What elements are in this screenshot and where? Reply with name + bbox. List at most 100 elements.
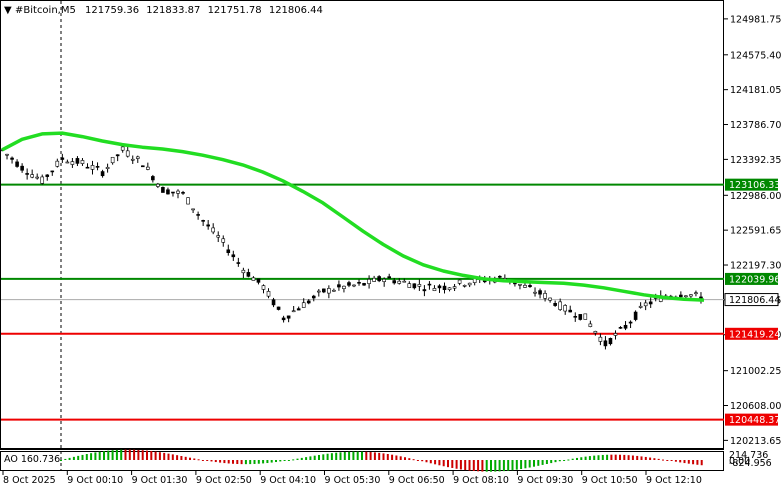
ao-histogram-bar [623, 454, 626, 460]
price-tick-label: 120213.65 [730, 436, 781, 447]
ao-histogram-bar [576, 457, 578, 460]
ao-histogram-bar [361, 451, 363, 460]
ao-histogram-bar [236, 460, 239, 464]
price-tick-label: 123392.35 [730, 155, 781, 166]
main-chart-frame[interactable] [0, 0, 724, 449]
candle-body [518, 283, 522, 286]
ao-histogram-bar [240, 460, 243, 465]
candle-body [573, 316, 578, 318]
ao-histogram-bar [141, 450, 144, 460]
candle-body [201, 220, 205, 222]
ohlc-high: 121833.87 [146, 5, 200, 16]
candle-body [276, 306, 281, 310]
ao-histogram-bar [296, 458, 299, 460]
ao-histogram-bar [219, 460, 222, 463]
candle-body [186, 197, 190, 205]
time-tick-label: 9 Oct 06:50 [389, 475, 445, 486]
ao-histogram-bar [412, 459, 415, 461]
ao-histogram-bar [666, 460, 669, 461]
candle-body [437, 285, 442, 289]
ao-histogram-bar [404, 457, 406, 460]
ohlc-open: 121759.36 [85, 5, 139, 16]
candle-body [306, 300, 311, 304]
price-tick-label: 124575.40 [730, 50, 781, 61]
candle-body [402, 280, 407, 283]
ao-histogram-bar [64, 458, 67, 460]
candle-body [246, 272, 251, 277]
ao-histogram-bar [322, 454, 325, 460]
candle-body [221, 238, 226, 243]
ao-histogram-bar [657, 458, 660, 460]
candle-body [161, 187, 165, 193]
time-tick-label: 9 Oct 01:30 [132, 475, 188, 486]
candle-body [296, 308, 301, 311]
moving-average-line [1, 131, 705, 302]
candle-body [206, 224, 210, 227]
candle-body [382, 278, 386, 282]
ao-histogram-bar [262, 460, 265, 464]
candle-body [130, 158, 135, 161]
level-price-tag-label: 121419.24 [729, 329, 780, 340]
candle-body [638, 305, 643, 308]
ao-histogram-bar [455, 460, 458, 469]
candle-body [171, 191, 175, 194]
ao-histogram-bar [382, 453, 385, 460]
ao-histogram-bar [167, 453, 170, 460]
candle-body [598, 336, 603, 342]
candle-body [618, 327, 623, 329]
ao-histogram-bar [227, 460, 230, 464]
ao-histogram-bar [330, 453, 333, 460]
candle-body [30, 174, 34, 178]
level-price-tag-label: 120448.37 [729, 415, 780, 426]
candle-body [135, 156, 140, 159]
ao-histogram-bar [77, 455, 80, 460]
ao-histogram-bar [103, 451, 105, 460]
candle-body [593, 330, 598, 334]
ao-scale-zero: 0.00 [729, 456, 750, 467]
ao-histogram-bar [90, 453, 93, 460]
ao-histogram-bar [189, 457, 191, 460]
candle-body [452, 286, 457, 289]
ao-histogram-bar [107, 450, 110, 460]
ao-histogram-bar [94, 452, 97, 460]
candle-body [427, 283, 432, 286]
svg-text:#Bitcoin,M5 121759.36: #Bitcoin,M5 121759.36 121833.87 121751.7… [15, 5, 323, 16]
ao-histogram-bar [593, 455, 596, 460]
ao-histogram-bar [588, 456, 591, 460]
candle-body [291, 310, 296, 313]
ao-histogram-bar [163, 452, 166, 460]
ao-histogram-bar [249, 460, 252, 465]
time-tick-label: 9 Oct 09:30 [517, 475, 573, 486]
ao-histogram-bar [434, 460, 437, 465]
price-tick-label: 122591.65 [730, 226, 781, 237]
ao-histogram-bar [300, 457, 303, 460]
ao-histogram-bar [464, 460, 467, 471]
ao-histogram-bar [696, 460, 699, 465]
ao-histogram-bar [137, 449, 140, 460]
price-tick-label: 121002.25 [730, 366, 781, 377]
ao-histogram-bar [524, 460, 527, 469]
candle-body [115, 154, 120, 157]
candle-body [467, 282, 472, 286]
ao-histogram-bar [644, 456, 647, 460]
ao-histogram-bar [520, 460, 523, 470]
ao-histogram-bar [498, 460, 501, 472]
time-tick-label: 9 Oct 05:30 [325, 475, 381, 486]
candle-body [588, 323, 593, 327]
price-tick-label: 124181.05 [730, 85, 781, 96]
ao-histogram-bar [253, 460, 256, 464]
ao-histogram-bar [528, 460, 531, 468]
ao-histogram-bar [378, 452, 381, 460]
candle-body [633, 311, 638, 320]
ao-histogram-bar [279, 460, 282, 462]
candle-body [211, 227, 215, 233]
ao-histogram-bar [597, 455, 600, 460]
price-tick-label: 122197.30 [730, 261, 781, 272]
ao-scale-top: 214.736 [729, 450, 768, 461]
price-tick-label: 123786.70 [730, 120, 781, 131]
candle-body [241, 269, 246, 274]
candle-body [75, 158, 80, 164]
ao-histogram-bar [640, 456, 643, 460]
ao-histogram-bar [356, 451, 359, 460]
